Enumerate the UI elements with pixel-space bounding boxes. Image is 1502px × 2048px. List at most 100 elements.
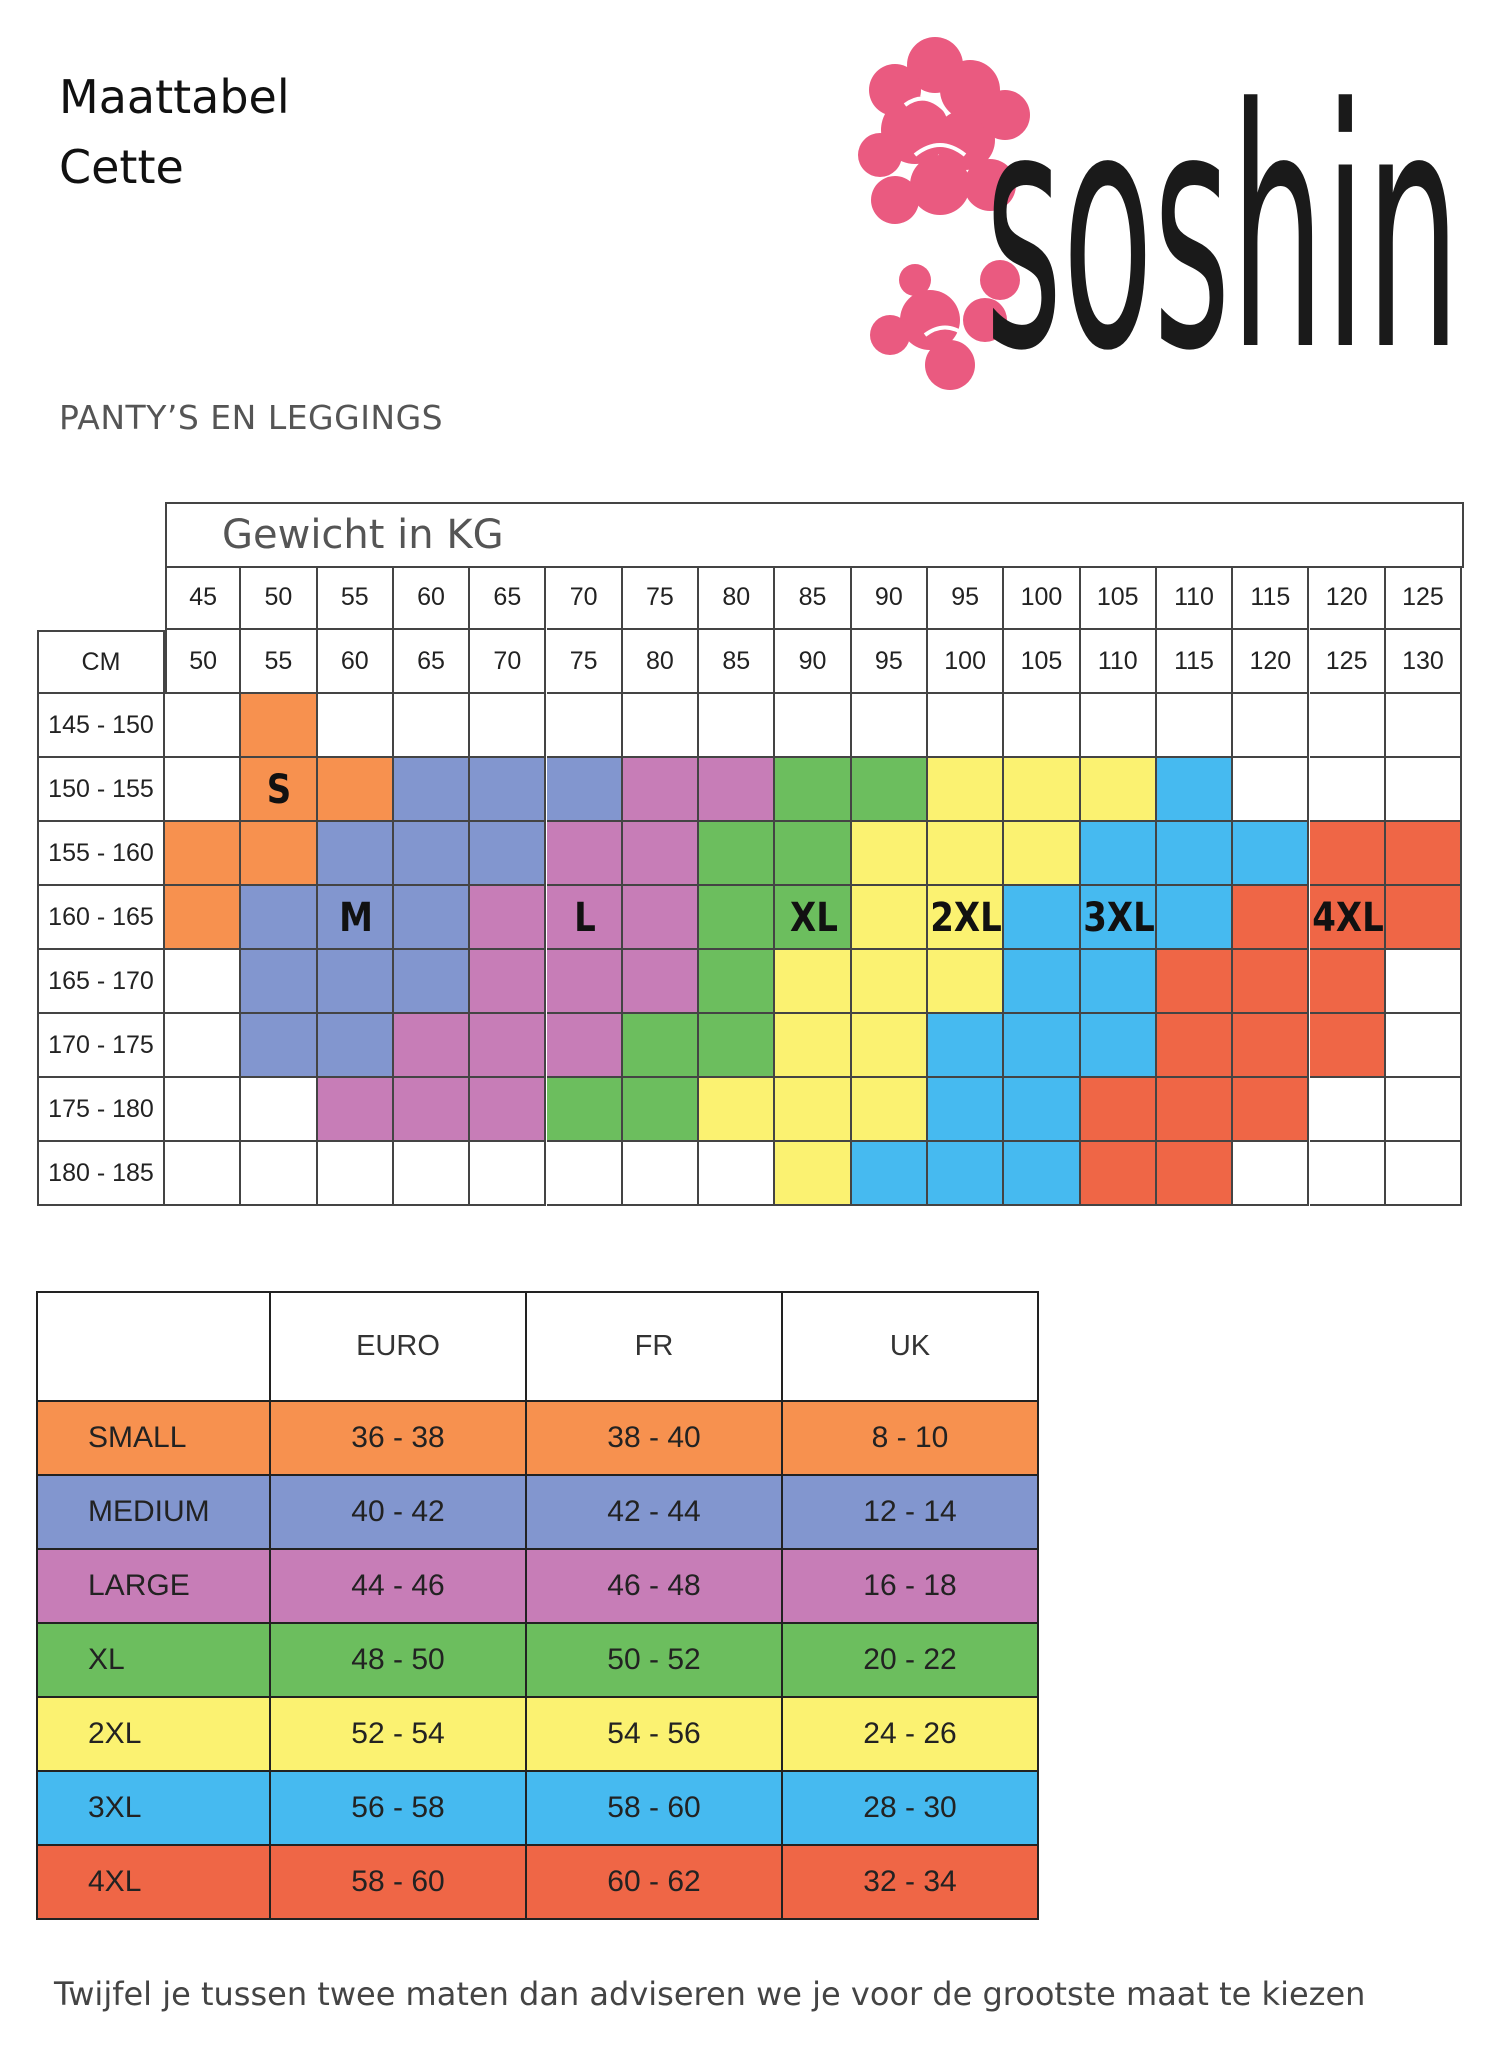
size-label: S (267, 767, 292, 813)
weight-from-cell: 65 (470, 566, 547, 630)
size-cell (775, 886, 852, 950)
size-cell (851, 950, 928, 1014)
size-cell (1080, 758, 1157, 822)
size-label: 4XL (1311, 895, 1384, 941)
size-cell (1309, 822, 1386, 886)
size-cell (1156, 822, 1234, 886)
euro-value: 52 - 54 (269, 1696, 527, 1772)
page-title: Maattabel Cette (59, 62, 290, 202)
weight-from-cell: 90 (851, 566, 928, 630)
size-cell (1156, 1014, 1234, 1078)
size-cell (317, 822, 394, 886)
height-label: 150 - 155 (37, 758, 165, 822)
size-name: XL (36, 1622, 271, 1698)
weight-to-cell: 75 (546, 630, 623, 694)
weight-to-cell: 85 (699, 630, 776, 694)
euro-value: 56 - 58 (269, 1770, 527, 1846)
size-name: 2XL (36, 1696, 271, 1772)
size-cell (622, 758, 700, 822)
fr-value: 50 - 52 (525, 1622, 783, 1698)
table-row: 2XL 52 - 54 54 - 56 24 - 26 (36, 1696, 1039, 1772)
conversion-corner (36, 1291, 271, 1402)
size-cell (393, 694, 471, 758)
size-cell (317, 1142, 394, 1206)
rose-logo-icon: soshin (858, 37, 1460, 400)
size-cell (1385, 1078, 1463, 1142)
size-cell (1156, 886, 1234, 950)
size-cell (470, 822, 547, 886)
fr-value: 58 - 60 (525, 1770, 783, 1846)
uk-value: 28 - 30 (781, 1770, 1039, 1846)
size-cell (1156, 1142, 1234, 1206)
size-cell (1309, 758, 1386, 822)
size-cell (165, 694, 242, 758)
size-cell (1233, 950, 1310, 1014)
size-cell (241, 950, 318, 1014)
weight-to-cell: 100 (928, 630, 1005, 694)
size-cell (546, 886, 623, 950)
size-cell (165, 1078, 242, 1142)
size-cell (1080, 1142, 1157, 1206)
euro-value: 40 - 42 (269, 1474, 527, 1550)
size-cell (317, 1014, 394, 1078)
size-cell (470, 1014, 547, 1078)
size-cell (165, 886, 242, 950)
size-cell (699, 1078, 776, 1142)
size-cell (393, 950, 471, 1014)
size-cell (851, 1014, 928, 1078)
size-grid: Gewicht in KG 45 50 55 60 65 70 75 80 85 90 95 100 10… (37, 502, 1469, 1207)
title-line-2: Cette (59, 140, 184, 194)
size-cell (1233, 1078, 1310, 1142)
size-cell (1233, 758, 1310, 822)
size-cell (1156, 694, 1234, 758)
size-cell (1309, 886, 1386, 950)
size-cell (317, 758, 394, 822)
size-cell (1004, 694, 1081, 758)
size-cell (1309, 694, 1386, 758)
size-cell (699, 1014, 776, 1078)
size-name: LARGE (36, 1548, 271, 1624)
weight-to-cell: 115 (1156, 630, 1234, 694)
euro-value: 44 - 46 (269, 1548, 527, 1624)
height-label: 155 - 160 (37, 822, 165, 886)
weight-title: Gewicht in KG (222, 512, 504, 558)
size-cell (851, 886, 928, 950)
size-cell (1080, 822, 1157, 886)
weight-from-cell: 55 (317, 566, 394, 630)
uk-value: 8 - 10 (781, 1400, 1039, 1476)
size-cell (622, 1142, 700, 1206)
soshin-logo: soshin (855, 35, 1465, 400)
size-cell (1080, 950, 1157, 1014)
weight-from-cell: 85 (775, 566, 852, 630)
size-cell (1309, 1142, 1386, 1206)
size-cell (1004, 758, 1081, 822)
size-cell (928, 694, 1005, 758)
uk-value: 32 - 34 (781, 1844, 1039, 1920)
size-cell (393, 886, 471, 950)
size-cell (1309, 950, 1386, 1014)
fr-value: 42 - 44 (525, 1474, 783, 1550)
size-cell (1233, 886, 1310, 950)
size-cell (546, 758, 623, 822)
size-cell (851, 694, 928, 758)
size-cell (241, 1078, 318, 1142)
size-cell (470, 758, 547, 822)
height-label: 160 - 165 (37, 886, 165, 950)
weight-to-cell: 90 (775, 630, 852, 694)
euro-value: 36 - 38 (269, 1400, 527, 1476)
weight-from-cell: 110 (1156, 566, 1234, 630)
size-cell (928, 758, 1005, 822)
table-row: SMALL 36 - 38 38 - 40 8 - 10 (36, 1400, 1039, 1476)
size-cell (851, 1142, 928, 1206)
size-cell (1385, 694, 1463, 758)
size-cell (775, 694, 852, 758)
size-cell (1233, 1142, 1310, 1206)
table-row: MEDIUM 40 - 42 42 - 44 12 - 14 (36, 1474, 1039, 1550)
size-cell (928, 1014, 1005, 1078)
conversion-header-row: EURO FR UK (36, 1291, 1039, 1402)
cm-label: CM (37, 630, 165, 694)
size-cell (622, 886, 700, 950)
weight-to-cell: 110 (1080, 630, 1157, 694)
size-cell (1385, 886, 1463, 950)
weight-to-cell: 55 (241, 630, 318, 694)
